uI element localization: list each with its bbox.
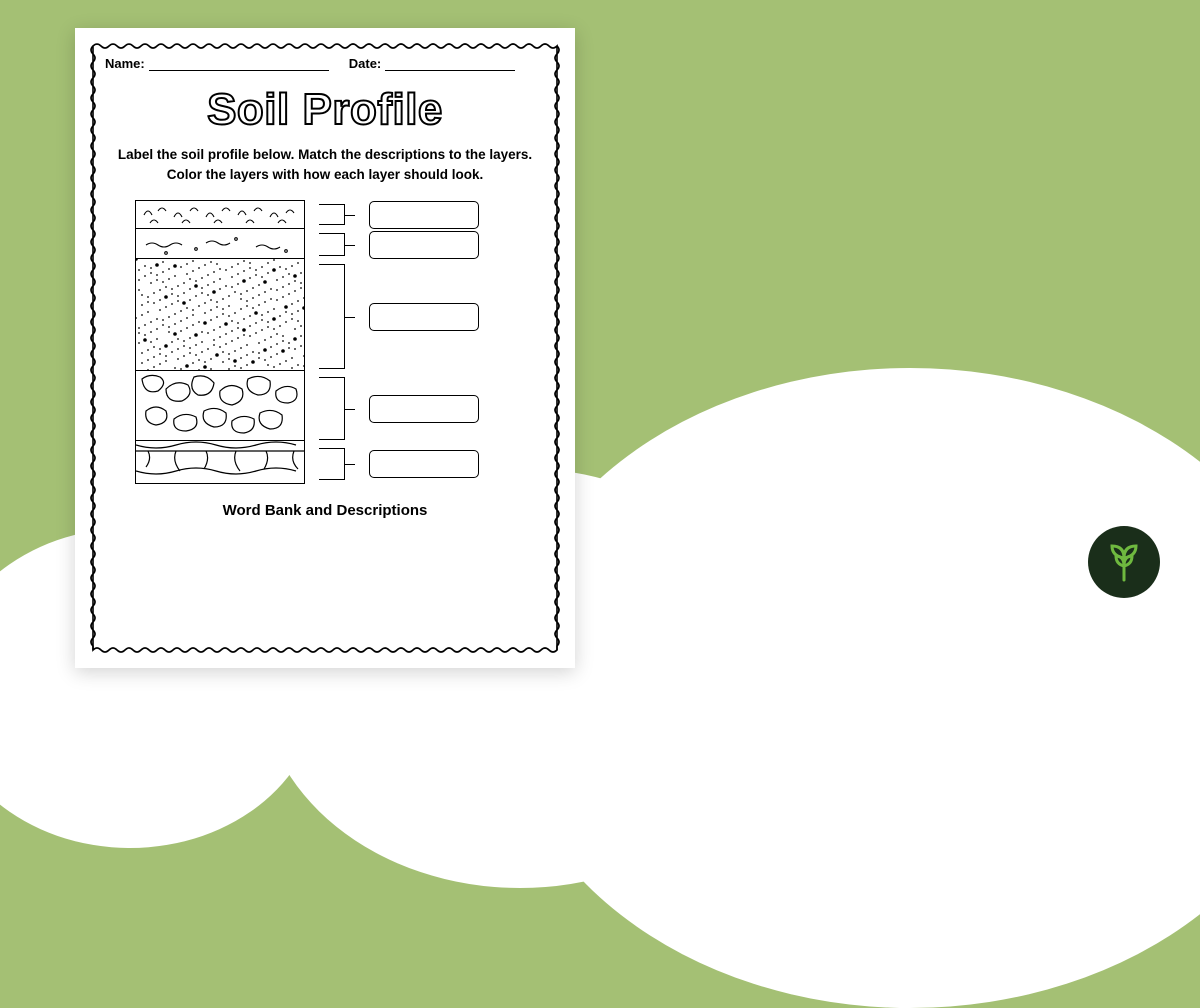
bracket bbox=[319, 260, 355, 373]
date-label: Date: bbox=[349, 56, 382, 71]
label-box[interactable] bbox=[369, 231, 479, 259]
name-blank[interactable] bbox=[149, 57, 329, 71]
name-label: Name: bbox=[105, 56, 145, 71]
layer-humus bbox=[136, 201, 304, 229]
header-row: Name: Date: bbox=[105, 56, 545, 71]
brand-logo bbox=[1088, 526, 1160, 598]
layer-bedrock bbox=[136, 441, 304, 481]
instructions: Label the soil profile below. Match the … bbox=[117, 145, 533, 184]
label-box[interactable] bbox=[369, 303, 479, 331]
bracket bbox=[319, 373, 355, 444]
label-box[interactable] bbox=[369, 450, 479, 478]
layer-parent bbox=[136, 371, 304, 441]
label-box[interactable] bbox=[369, 395, 479, 423]
soil-diagram bbox=[135, 200, 551, 484]
instructions-line2: Color the layers with how each layer sho… bbox=[117, 165, 533, 185]
date-blank[interactable] bbox=[385, 57, 515, 71]
worksheet-page: Name: Date: Soil Profile Label the soil … bbox=[75, 28, 575, 668]
soil-column bbox=[135, 200, 305, 484]
label-box[interactable] bbox=[369, 201, 479, 229]
leaf-icon bbox=[1102, 540, 1146, 584]
bracket bbox=[319, 200, 355, 229]
bracket bbox=[319, 444, 355, 484]
brackets bbox=[319, 200, 355, 484]
instructions-line1: Label the soil profile below. Match the … bbox=[117, 145, 533, 165]
word-bank-heading: Word Bank and Descriptions bbox=[99, 502, 551, 519]
worksheet-title: Soil Profile bbox=[99, 85, 551, 135]
layer-topsoil bbox=[136, 229, 304, 259]
layer-subsoil bbox=[136, 259, 304, 371]
date-field: Date: bbox=[349, 56, 516, 71]
name-field: Name: bbox=[105, 56, 329, 71]
label-boxes bbox=[369, 200, 479, 484]
bracket bbox=[319, 229, 355, 260]
